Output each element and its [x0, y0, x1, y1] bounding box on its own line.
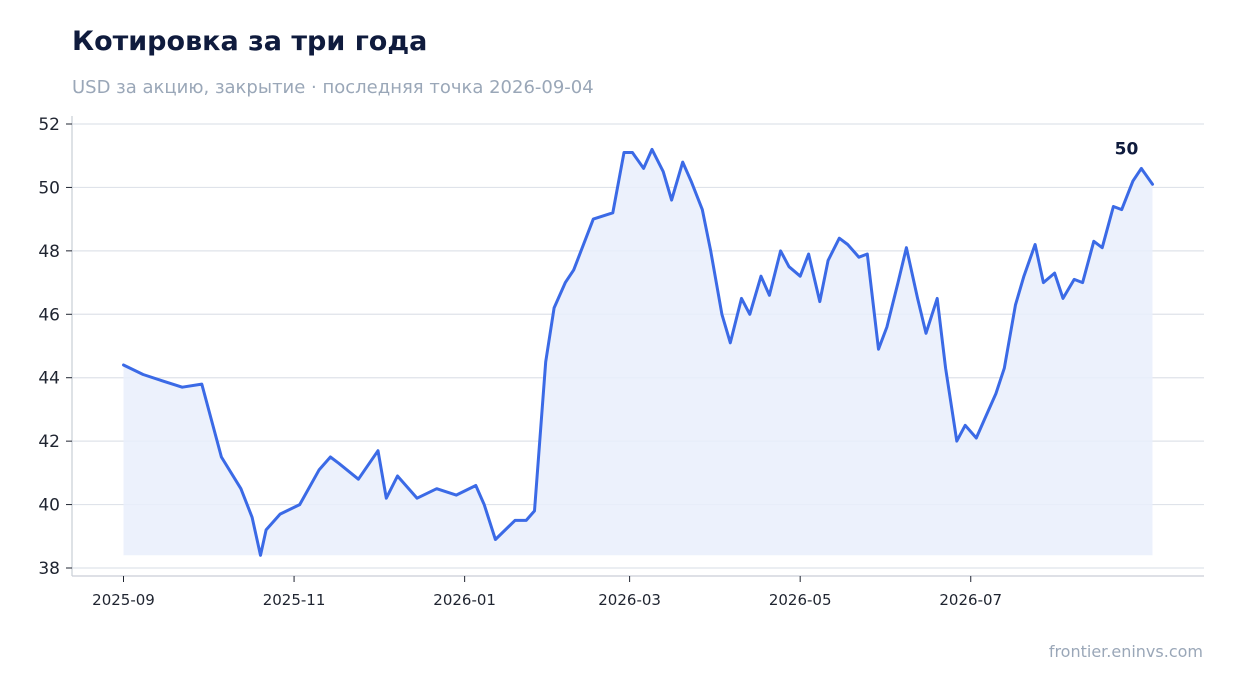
- x-tick-label: 2026-01: [433, 591, 496, 609]
- y-tick-label: 52: [38, 115, 60, 135]
- price-area: [123, 149, 1153, 556]
- x-tick-label: 2025-09: [92, 591, 155, 609]
- y-tick-label: 46: [38, 305, 60, 325]
- x-tick-label: 2026-03: [598, 591, 661, 609]
- price-line: [122, 147, 1154, 557]
- y-tick-label: 50: [38, 178, 60, 198]
- x-tick-label: 2026-07: [939, 591, 1002, 609]
- last-value-label: 50: [1115, 139, 1139, 159]
- y-tick-label: 44: [38, 369, 60, 389]
- chart-subtitle: USD за акцию, закрытие · последняя точка…: [72, 77, 594, 98]
- y-tick-label: 42: [38, 432, 60, 452]
- y-tick-label: 48: [38, 242, 60, 262]
- y-tick-label: 38: [38, 559, 60, 579]
- x-tick-label: 2026-05: [769, 591, 832, 609]
- chart-title: Котировка за три года: [72, 26, 428, 57]
- y-tick-label: 40: [38, 496, 60, 516]
- x-axis-ticks: 2025-09 2025-11 2026-01 2026-03 2026-05 2026-…: [92, 576, 1002, 609]
- source-link[interactable]: frontier.eninvs.com: [1048, 642, 1203, 661]
- y-axis-ticks: 38 40 42 44 46 48 50 52: [38, 115, 72, 579]
- x-tick-label: 2025-11: [263, 591, 326, 609]
